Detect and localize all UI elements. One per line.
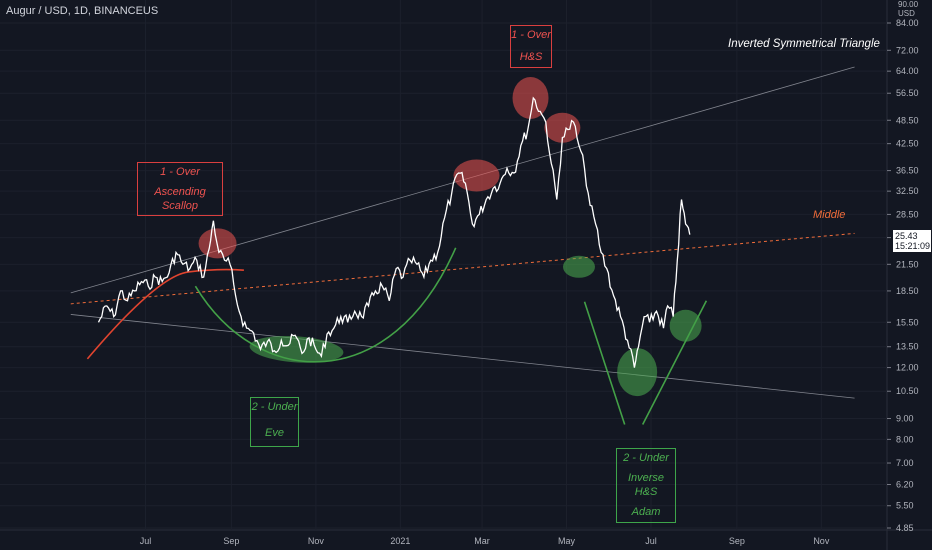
eve-label: 2 - Under Eve — [250, 397, 299, 447]
eve-line2: Eve — [265, 427, 284, 439]
pattern-highlights — [198, 76, 702, 397]
inverse-hs-label: 2 - Under Inverse H&S Adam — [616, 448, 676, 523]
price-tick-label: 48.50 — [896, 115, 919, 125]
eve-line1: 2 - Under — [251, 401, 298, 413]
price-tick-label: 15.50 — [896, 317, 919, 327]
symbol-title: Augur / USD, 1D, BINANCEUS — [6, 5, 159, 17]
inverse-hs-left-leg — [583, 301, 626, 425]
price-tick-label: 12.00 — [896, 363, 919, 373]
hs-head-highlight — [512, 76, 549, 119]
time-tick-label: Jul — [140, 536, 152, 546]
hs-left-shoulder-highlight — [453, 159, 500, 192]
hs-line1: 1 - Over — [511, 29, 551, 41]
price-tick-label: 5.50 — [896, 501, 914, 511]
axis-top-value: 90.00 — [898, 0, 919, 9]
currency-unit: USD — [898, 9, 915, 18]
trendline-middle — [70, 232, 855, 305]
pattern-curves — [86, 247, 708, 425]
inverse-hs-right-leg — [641, 300, 708, 425]
ascending-scallop-curve — [86, 268, 244, 360]
inverse-hs-right-highlight — [669, 309, 702, 342]
eve-bottom-highlight — [249, 335, 344, 363]
price-tick-label: 10.50 — [896, 386, 919, 396]
price-tick-label: 8.00 — [896, 434, 914, 444]
price-tick-label: 84.00 — [896, 18, 919, 28]
inverse-hs-line3: Adam — [631, 506, 661, 518]
price-tick-label: 13.50 — [896, 342, 919, 352]
trendline-lower — [70, 314, 855, 399]
ascending-scallop-label: 1 - Over Ascending Scallop — [137, 162, 223, 216]
price-tick-label: 42.50 — [896, 139, 919, 149]
ascending-scallop-line2: Ascending Scallop — [154, 186, 206, 212]
price-tick-label: 9.00 — [896, 414, 914, 424]
price-tick-label: 64.00 — [896, 66, 919, 76]
price-tick-label: 4.85 — [896, 523, 914, 533]
last-price-tag: 25.43 15:21:09 — [893, 230, 931, 252]
price-tick-label: 28.50 — [896, 209, 919, 219]
price-tick-label: 7.00 — [896, 458, 914, 468]
time-tick-label: Mar — [474, 536, 490, 546]
price-tick-label: 56.50 — [896, 88, 919, 98]
middle-label: Middle — [813, 209, 846, 221]
price-tick-label: 72.00 — [896, 45, 919, 55]
price-tick-label: 36.50 — [896, 166, 919, 176]
price-axis[interactable]: 84.00 72.00 64.00 56.50 48.50 42.50 36.50 32.50… — [887, 18, 919, 533]
time-tick-label: 2021 — [390, 536, 410, 546]
hs-label: 1 - Over H&S — [510, 25, 552, 68]
time-tick-label: Jul — [645, 536, 657, 546]
time-tick-label: May — [558, 536, 576, 546]
triangle-title: Inverted Symmetrical Triangle — [728, 38, 880, 50]
price-tick-label: 21.50 — [896, 259, 919, 269]
price-tick-label: 32.50 — [896, 186, 919, 196]
time-tick-label: Nov — [813, 536, 830, 546]
time-tick-label: Sep — [223, 536, 239, 546]
inverse-hs-line2: Inverse H&S — [627, 472, 665, 498]
price-series-line — [97, 96, 691, 368]
inverse-hs-line1: 2 - Under — [623, 452, 669, 464]
hs-line2: H&S — [519, 51, 543, 63]
ascending-scallop-line1: 1 - Over — [160, 166, 200, 178]
price-tick-label: 6.20 — [896, 480, 914, 490]
currency-label: 90.00 USD — [898, 0, 918, 18]
inverse-hs-head-highlight — [617, 348, 658, 397]
inverse-hs-left-highlight — [562, 255, 595, 278]
time-axis[interactable]: Jul Sep Nov 2021 Mar May Jul Sep Nov — [140, 536, 830, 546]
time-tick-label: Nov — [308, 536, 325, 546]
time-tick-label: Sep — [729, 536, 745, 546]
price-tick-label: 18.50 — [896, 286, 919, 296]
eve-bowl-curve — [194, 247, 457, 363]
bar-countdown: 15:21:09 — [895, 241, 931, 251]
last-price-value: 25.43 — [895, 231, 918, 241]
